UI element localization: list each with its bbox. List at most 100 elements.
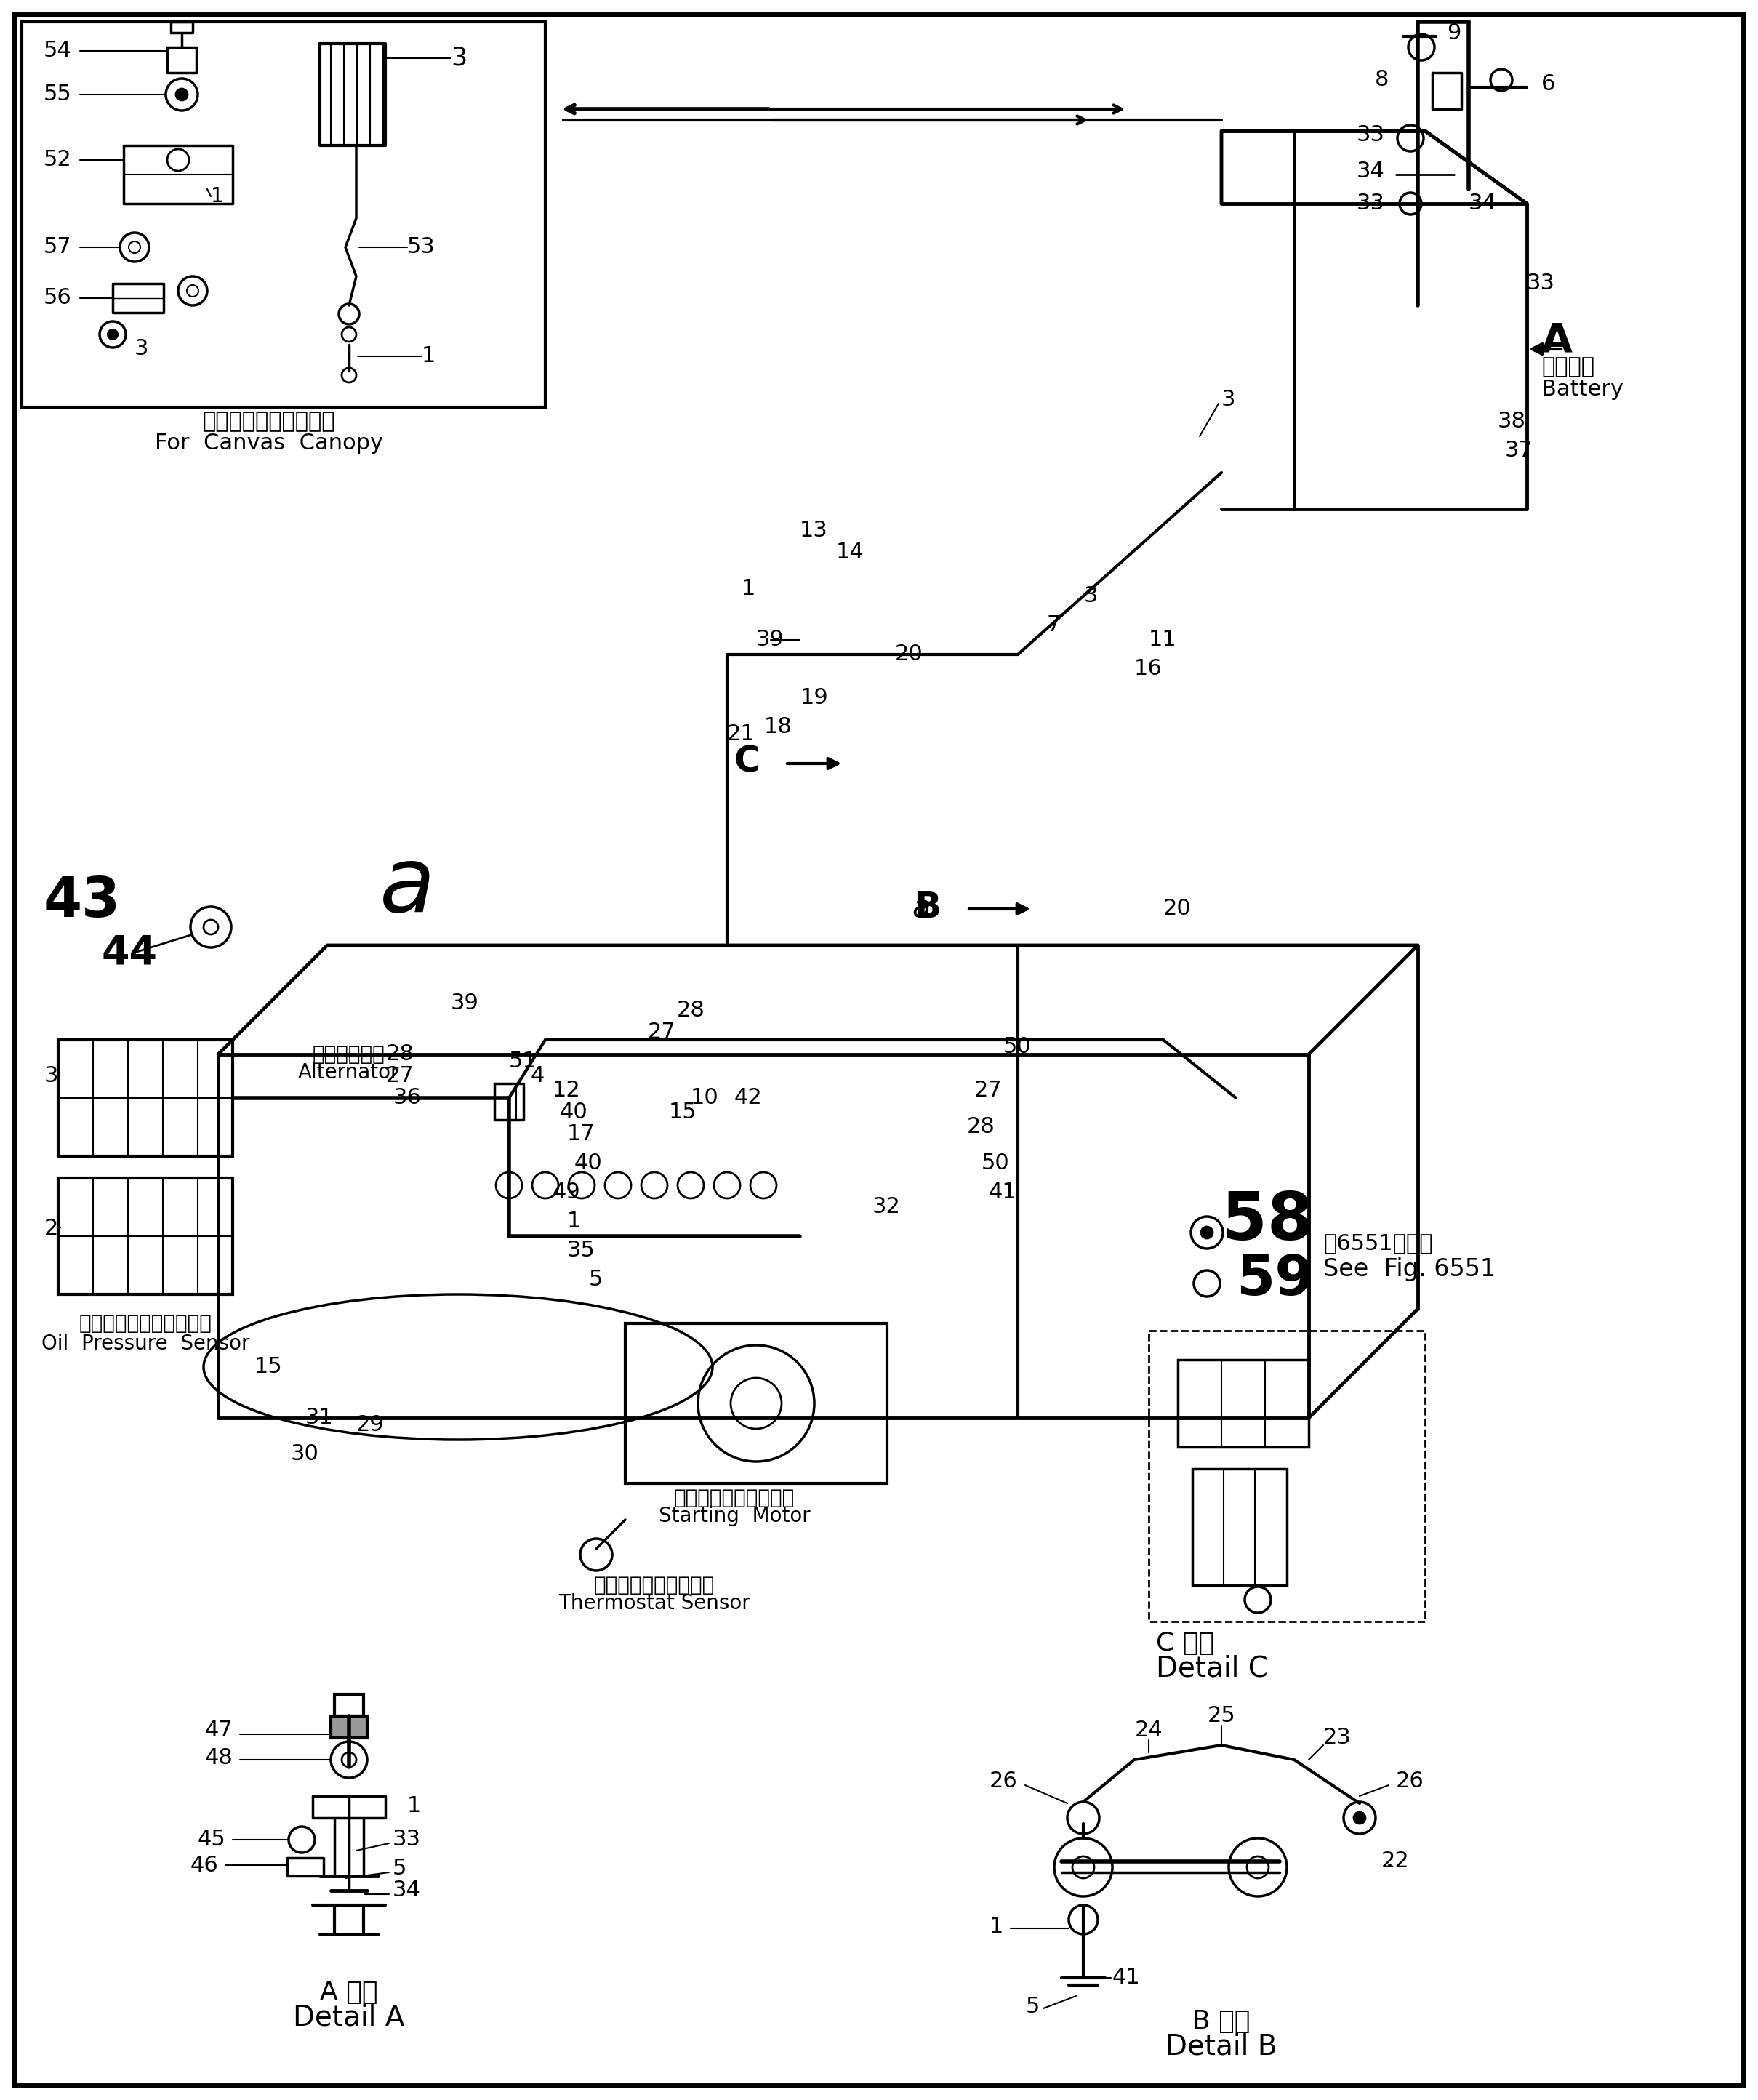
Text: 5: 5 — [589, 1268, 603, 1289]
Text: 27: 27 — [974, 1079, 1002, 1100]
Circle shape — [1201, 1226, 1213, 1239]
Text: A: A — [1542, 321, 1573, 359]
Text: 32: 32 — [872, 1197, 900, 1218]
Text: 26: 26 — [1396, 1770, 1424, 1791]
Text: 48: 48 — [204, 1747, 232, 1768]
Text: 43: 43 — [44, 876, 121, 928]
Text: 20: 20 — [895, 645, 923, 666]
Text: 3: 3 — [44, 1065, 58, 1086]
Text: 33: 33 — [1357, 193, 1385, 214]
Text: 34: 34 — [392, 1880, 420, 1901]
Text: 53: 53 — [408, 237, 436, 258]
Text: 9: 9 — [1447, 23, 1461, 44]
Text: 24: 24 — [1134, 1720, 1162, 1741]
Text: B 詳細: B 詳細 — [1192, 2010, 1250, 2033]
Text: 1: 1 — [408, 1796, 422, 1816]
Text: 39: 39 — [756, 630, 784, 651]
Text: 1: 1 — [211, 187, 223, 206]
Text: 20: 20 — [1164, 899, 1192, 920]
Text: C: C — [733, 746, 759, 779]
Text: 50: 50 — [981, 1153, 1009, 1174]
Text: C 詳細: C 詳細 — [1157, 1632, 1215, 1655]
Text: 1: 1 — [422, 347, 436, 368]
Bar — [21, 21, 545, 407]
Text: 15: 15 — [255, 1357, 283, 1378]
Text: オルタネータ: オルタネータ — [313, 1044, 385, 1065]
Text: Thermostat Sensor: Thermostat Sensor — [559, 1594, 751, 1613]
Text: 29: 29 — [357, 1415, 385, 1436]
Text: 25: 25 — [1208, 1705, 1236, 1726]
Text: 37: 37 — [1505, 441, 1533, 462]
Text: 4: 4 — [531, 1065, 545, 1086]
Text: B: B — [914, 890, 942, 924]
Text: Detail A: Detail A — [294, 2003, 404, 2031]
Text: 1: 1 — [742, 578, 756, 598]
Text: a: a — [380, 842, 434, 930]
Bar — [1178, 1361, 1308, 1447]
Text: 34: 34 — [1357, 160, 1385, 181]
Text: 5: 5 — [1025, 1997, 1039, 2018]
Text: 21: 21 — [728, 724, 756, 746]
Text: Oil  Pressure  Sensor: Oil Pressure Sensor — [40, 1334, 250, 1355]
Text: Starting  Motor: Starting Motor — [659, 1506, 810, 1527]
Text: 55: 55 — [44, 84, 72, 105]
Text: 18: 18 — [763, 716, 793, 737]
Text: オイルプレッシャセンサ: オイルプレッシャセンサ — [79, 1312, 213, 1334]
Text: 19: 19 — [800, 687, 828, 708]
Bar — [58, 1040, 232, 1157]
Text: 8: 8 — [1375, 69, 1389, 90]
Circle shape — [176, 88, 188, 101]
Text: 28: 28 — [677, 1000, 705, 1021]
Text: 45: 45 — [197, 1829, 225, 1850]
Text: 27: 27 — [387, 1065, 415, 1086]
Text: 31: 31 — [306, 1407, 334, 1428]
Text: 5: 5 — [392, 1859, 406, 1880]
Text: 59: 59 — [1236, 1254, 1313, 1306]
Text: 28: 28 — [967, 1117, 995, 1138]
Text: a: a — [912, 895, 930, 924]
Text: 28: 28 — [387, 1044, 415, 1065]
Bar — [1148, 1331, 1426, 1621]
Text: 15: 15 — [668, 1102, 698, 1124]
Text: 3: 3 — [1083, 586, 1097, 607]
Text: Battery: Battery — [1542, 378, 1623, 399]
Text: 40: 40 — [575, 1153, 603, 1174]
Text: 41: 41 — [988, 1182, 1016, 1203]
Text: For  Canvas  Canopy: For Canvas Canopy — [155, 433, 383, 454]
Circle shape — [1354, 1812, 1366, 1823]
Text: 26: 26 — [990, 1770, 1018, 1791]
Text: サーモスタットセンサ: サーモスタットセンサ — [594, 1575, 716, 1596]
Text: 39: 39 — [450, 993, 478, 1014]
Text: 第6551図参照: 第6551図参照 — [1324, 1233, 1433, 1254]
Text: Alternator: Alternator — [299, 1063, 399, 1084]
Text: スターティングモータ: スターティングモータ — [673, 1487, 795, 1508]
Text: 33: 33 — [1357, 124, 1385, 145]
Bar — [58, 1178, 232, 1294]
Text: 54: 54 — [44, 40, 72, 61]
Bar — [334, 1695, 364, 1716]
Circle shape — [107, 330, 118, 340]
Text: 41: 41 — [1113, 1968, 1141, 1989]
Text: 49: 49 — [552, 1182, 580, 1203]
Text: バッテリ: バッテリ — [1542, 357, 1595, 378]
Text: 52: 52 — [44, 149, 72, 170]
Text: 51: 51 — [508, 1052, 538, 1073]
Text: 3: 3 — [1222, 388, 1236, 410]
Text: 3: 3 — [135, 338, 149, 359]
Text: 58: 58 — [1222, 1189, 1313, 1254]
Text: 2: 2 — [44, 1218, 58, 1239]
Text: 22: 22 — [1382, 1850, 1410, 1871]
Text: 6: 6 — [1542, 74, 1556, 95]
Text: A 詳細: A 詳細 — [320, 1980, 378, 2006]
Text: 36: 36 — [394, 1088, 422, 1109]
Text: Detail B: Detail B — [1166, 2033, 1278, 2060]
Text: 12: 12 — [552, 1079, 580, 1100]
Text: 44: 44 — [102, 932, 158, 972]
Text: Detail C: Detail C — [1157, 1655, 1268, 1682]
Text: 7: 7 — [1048, 615, 1062, 636]
Text: 11: 11 — [1148, 630, 1176, 651]
Bar — [626, 1323, 888, 1483]
Text: キャンバスキャノビ用: キャンバスキャノビ用 — [202, 412, 336, 433]
Text: 42: 42 — [735, 1088, 763, 1109]
Text: 16: 16 — [1134, 659, 1162, 680]
